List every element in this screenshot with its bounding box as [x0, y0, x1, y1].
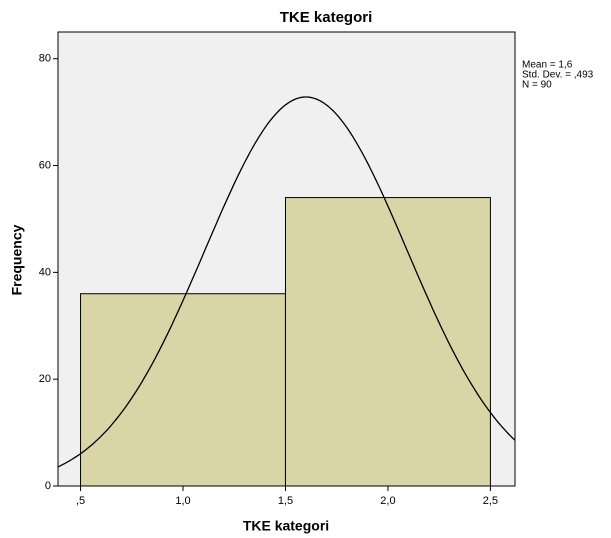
- x-tick-label: 2,0: [380, 495, 395, 507]
- bar: [285, 198, 490, 486]
- y-tick-label: 0: [45, 480, 51, 492]
- y-tick-label: 20: [39, 373, 51, 385]
- y-tick-label: 40: [39, 266, 51, 278]
- x-tick-label: 1,0: [175, 495, 190, 507]
- x-axis-title: TKE kategori: [243, 518, 329, 534]
- y-tick-label: 60: [39, 159, 51, 171]
- x-tick-label: 1,5: [278, 495, 293, 507]
- x-tick-label: ,5: [76, 495, 85, 507]
- chart: TKE kategori TKE kategori Frequency 0 20 4…: [0, 0, 611, 538]
- bar: [81, 294, 286, 486]
- y-axis-title: Frequency: [9, 224, 25, 295]
- stat-label: N = 90: [522, 80, 552, 91]
- chart-title: TKE kategori: [280, 9, 373, 26]
- y-tick-label: 80: [39, 53, 51, 65]
- x-tick-label: 2,5: [483, 495, 498, 507]
